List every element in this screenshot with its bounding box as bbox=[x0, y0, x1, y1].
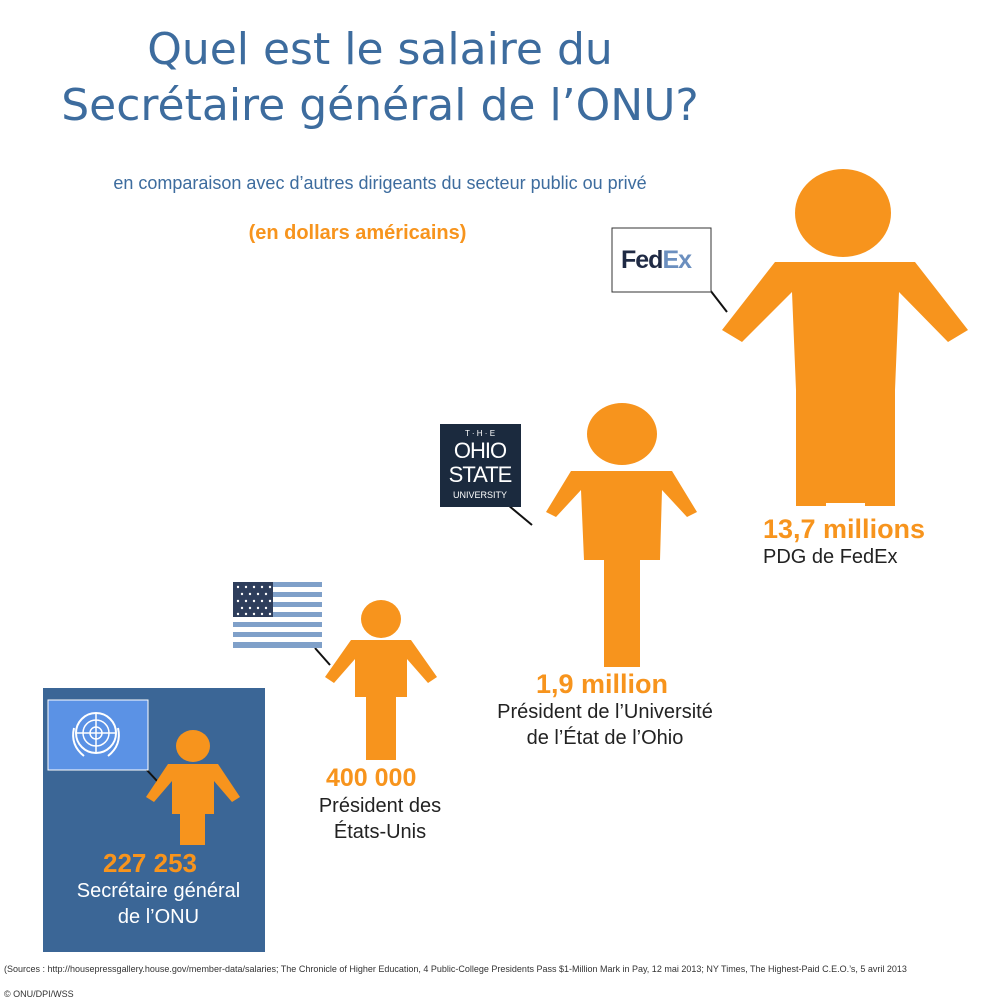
fedex-part-fed: Fed bbox=[621, 246, 662, 274]
osu-logo-icon: T · H · E OHIO STATE UNIVERSITY bbox=[440, 424, 533, 526]
figure-fedex-ceo bbox=[722, 169, 968, 506]
credit-note: © ONU/DPI/WSS bbox=[4, 989, 74, 999]
svg-text:FedEx: FedEx bbox=[621, 246, 692, 274]
category-label-line-2: États-Unis bbox=[333, 821, 427, 843]
figure-un-secretary-general bbox=[146, 730, 240, 845]
osu-line-2: STATE bbox=[449, 462, 512, 487]
un-flag-icon bbox=[47, 699, 159, 783]
us-flag-icon bbox=[233, 582, 331, 666]
category-label-line-1: Président des bbox=[318, 795, 442, 817]
category-label-line-2: de l’État de l’Ohio bbox=[526, 727, 684, 749]
unit-note: (en dollars américains) bbox=[248, 222, 467, 244]
page-title: Quel est le salaire du Secrétaire généra… bbox=[0, 22, 760, 134]
osu-top-text: T · H · E bbox=[465, 429, 495, 438]
value-label: 400 000 bbox=[326, 764, 417, 792]
figure-us-president bbox=[325, 600, 437, 760]
fedex-part-ex: Ex bbox=[662, 246, 692, 274]
category-label-line-2: de l’ONU bbox=[117, 906, 200, 928]
item-fedex: 13,7 millions PDG de FedEx bbox=[755, 514, 955, 570]
figure-osu-president bbox=[546, 403, 697, 667]
fedex-logo-icon: FedEx bbox=[611, 227, 728, 313]
value-label: 1,9 million bbox=[536, 669, 669, 699]
title-line-2: Secrétaire général de l’ONU? bbox=[61, 80, 699, 131]
value-label: 227 253 bbox=[103, 848, 197, 878]
category-label-line-1: Président de l’Université bbox=[497, 701, 713, 723]
title-line-1: Quel est le salaire du bbox=[147, 24, 613, 75]
category-label-line-1: Secrétaire général bbox=[76, 880, 241, 902]
item-us: 400 000 Président des États-Unis bbox=[305, 763, 455, 845]
osu-line-1: OHIO bbox=[454, 438, 507, 463]
category-label-line-1: PDG de FedEx bbox=[763, 546, 898, 568]
sources-note: (Sources : http://housepressgallery.hous… bbox=[4, 964, 907, 974]
item-osu: 1,9 million Président de l’Université de… bbox=[470, 669, 740, 751]
item-un: 227 253 Secrétaire général de l’ONU bbox=[52, 848, 265, 930]
subtitle: en comparaison avec d’autres dirigeants … bbox=[113, 173, 647, 193]
osu-line-3: UNIVERSITY bbox=[453, 490, 507, 500]
value-label: 13,7 millions bbox=[763, 514, 926, 544]
